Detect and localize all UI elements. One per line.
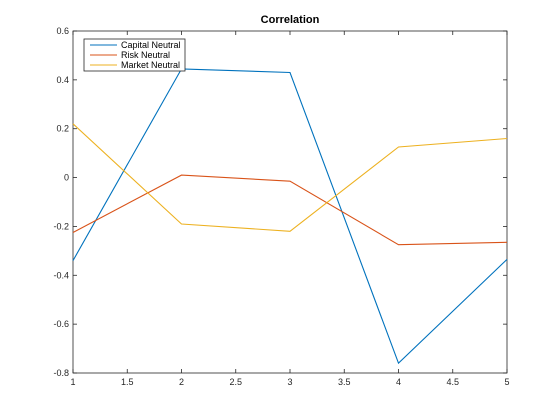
y-tick-label: 0.4	[56, 75, 69, 85]
y-tick-label: -0.4	[53, 270, 69, 280]
y-tick-label: -0.8	[53, 368, 69, 378]
series-line-risk-neutral	[72, 174, 508, 246]
x-tick-label: 1	[70, 377, 75, 387]
series-line-capital-neutral	[72, 68, 508, 365]
y-tick-label: -0.2	[53, 221, 69, 231]
chart-title: Correlation	[261, 14, 320, 26]
axes: 1 1.5 2 2.5 3 3.5 4 4.5 5 -0.8 -0.6 -0.4 -0.2 0 0.2 0.4…	[53, 26, 509, 387]
legend-label-capital-neutral: Capital Neutral	[121, 40, 181, 50]
y-tick-label: 0.2	[56, 124, 69, 134]
x-tick-label: 3.5	[338, 377, 351, 387]
series-lines	[72, 68, 508, 365]
legend-label-risk-neutral: Risk Neutral	[121, 50, 170, 60]
x-tick-label: 3	[287, 377, 292, 387]
x-tick-label: 4	[396, 377, 401, 387]
series-line-market-neutral	[72, 123, 508, 232]
x-tick-label: 2.5	[229, 377, 242, 387]
legend-label-market-neutral: Market Neutral	[121, 60, 180, 70]
y-tick-label: 0	[64, 173, 69, 183]
y-tick-label: -0.6	[53, 319, 69, 329]
x-tick-label: 1.5	[121, 377, 134, 387]
y-tick-label: 0.6	[56, 26, 69, 36]
x-tick-label: 5	[504, 377, 509, 387]
legend-box	[83, 38, 186, 72]
x-tick-label: 2	[179, 377, 184, 387]
x-tick-label: 4.5	[446, 377, 459, 387]
